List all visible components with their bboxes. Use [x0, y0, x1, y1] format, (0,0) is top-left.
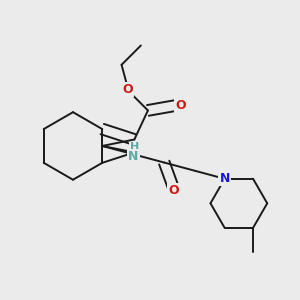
- Text: H: H: [130, 142, 139, 152]
- Text: O: O: [168, 184, 179, 197]
- Text: S: S: [130, 146, 139, 159]
- Text: O: O: [175, 99, 186, 112]
- Text: O: O: [122, 83, 133, 96]
- Text: N: N: [220, 172, 230, 185]
- Text: N: N: [128, 151, 138, 164]
